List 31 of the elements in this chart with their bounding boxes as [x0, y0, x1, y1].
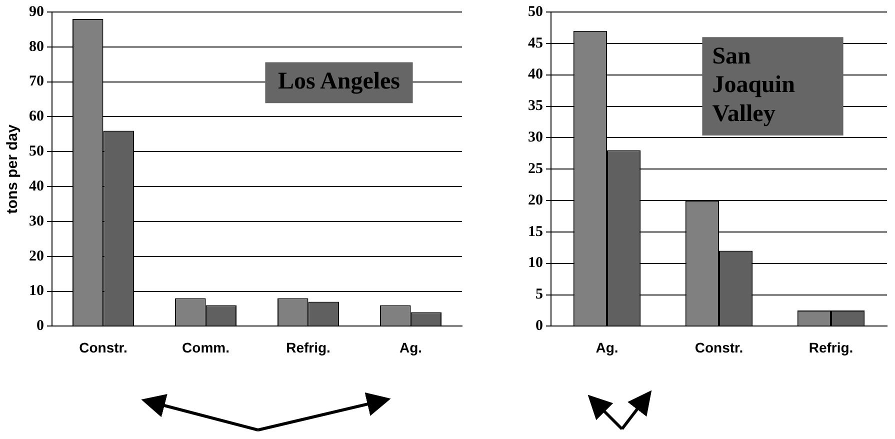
y-tick-label: 20 — [29, 248, 44, 264]
y-tick-label: 35 — [528, 98, 543, 114]
annotation: Los Angeles — [278, 68, 400, 94]
x-tick-label: Constr. — [694, 339, 744, 356]
x-tick-label: Ag. — [596, 339, 618, 356]
y-tick-label: 10 — [528, 255, 543, 272]
y-tick-label: 50 — [29, 144, 44, 160]
annotation: San Joaquin Valley — [712, 43, 795, 127]
y-tick-label: 90 — [29, 4, 44, 20]
y-axis-title: tons per day — [4, 124, 22, 214]
y-tick-label: 10 — [29, 283, 44, 300]
y-tick-label: 60 — [29, 108, 44, 125]
x-tick-label: Constr. — [79, 339, 128, 356]
y-tick-label: 5 — [536, 286, 543, 303]
x-tick-label: Refrig. — [808, 339, 854, 356]
y-tick-label: 40 — [528, 66, 543, 83]
y-tick-label: 30 — [528, 130, 543, 146]
y-tick-label: 70 — [29, 74, 44, 90]
y-tick-label: 30 — [29, 213, 44, 230]
x-tick-label: Ag. — [399, 339, 422, 356]
y-tick-label: 80 — [29, 38, 44, 55]
y-tick-label: 15 — [528, 224, 543, 240]
y-tick-label: 50 — [528, 4, 543, 20]
y-tick-label: 0 — [536, 318, 543, 334]
x-tick-label: Refrig. — [286, 339, 330, 356]
y-tick-label: 45 — [528, 35, 543, 52]
y-tick-label: 20 — [528, 192, 543, 208]
x-tick-label: Comm. — [182, 339, 230, 356]
y-tick-label: 40 — [29, 178, 44, 194]
y-tick-label: 0 — [36, 318, 44, 334]
y-tick-label: 25 — [528, 160, 543, 177]
